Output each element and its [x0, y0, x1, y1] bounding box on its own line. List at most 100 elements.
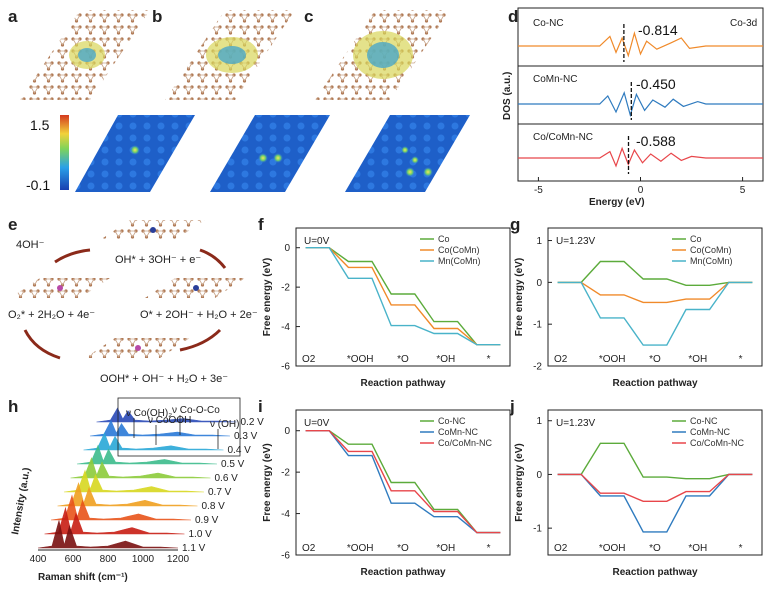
y-axis-label: Free energy (eV) [262, 258, 273, 336]
charge-density-core [218, 46, 246, 64]
dos-curve-co-nc [518, 30, 763, 58]
dos-curve-co-comn-nc [518, 146, 763, 168]
annotation-box [117, 397, 241, 457]
legend-label: Mn(CoMn) [438, 256, 481, 266]
series-line-co-comn- [557, 281, 753, 304]
dos-chart: Co-NC CoMn-NC Co/CoMn-NC -0.814 -0.450 -… [502, 7, 764, 208]
panel-label-g: g [510, 215, 520, 234]
category-label: O2 [302, 543, 316, 554]
y-tick-label: 0 [284, 426, 290, 437]
charge-spot [423, 167, 433, 177]
x-tick-label: 1000 [132, 554, 155, 565]
charge-spot [258, 153, 268, 163]
legend-label: Co-NC [438, 416, 466, 426]
x-tick-label: 400 [30, 554, 47, 565]
reaction-arrow-icon [199, 248, 227, 269]
y-tick-label: -4 [281, 509, 290, 520]
voltage-label: 0.2 V [241, 417, 265, 428]
panel-label-d: d [508, 7, 518, 26]
voltage-label: 0.3 V [234, 431, 258, 442]
x-tick-label: 5 [740, 185, 746, 196]
dos-title: Co-3d [730, 18, 757, 29]
category-label: * [487, 543, 491, 554]
y-tick-label: 1 [536, 416, 542, 427]
plot-frame [547, 227, 763, 367]
y-tick-label: -6 [281, 551, 290, 562]
series-line-mn-comn- [557, 281, 753, 346]
free-energy-chart-j: 1 0 -1 O2 *OOH *O *OH * U=1.23V Reaction pathway F… [514, 409, 763, 578]
legend-label: Co/CoMn-NC [438, 438, 493, 448]
raman-spectrum [50, 494, 192, 521]
legend-label: Co(CoMn) [438, 245, 480, 255]
dos-series-label-2: CoMn-NC [533, 74, 577, 85]
panel-label-i: i [258, 397, 263, 416]
series-line-comn-nc [305, 430, 501, 534]
panel-label-e: e [8, 215, 17, 234]
charge-density-core [367, 42, 399, 68]
dos-center-1: -0.814 [638, 22, 678, 38]
category-label: *O [649, 354, 661, 365]
x-tick-label: 800 [100, 554, 117, 565]
y-axis-label: Free energy (eV) [514, 258, 525, 336]
voltage-label: 0.6 V [215, 473, 239, 484]
plot-frame [295, 409, 511, 556]
panel-label-h: h [8, 397, 18, 416]
series-line-co-comn- [305, 247, 501, 346]
y-axis-label: Free energy (eV) [514, 443, 525, 521]
category-label: *OH [688, 543, 707, 554]
charge-spot [411, 156, 419, 164]
step-right: O* + 2OH⁻ + H₂O + 2e⁻ [140, 309, 258, 321]
x-tick-label: 600 [65, 554, 82, 565]
structure-a [20, 10, 150, 100]
legend-label: Co(CoMn) [690, 245, 732, 255]
reaction-arrow-icon [179, 328, 222, 352]
category-label: O2 [554, 354, 568, 365]
series-line-co-nc [557, 442, 753, 480]
free-energy-chart-i: 0 -2 -4 -6 O2 *OOH *O *OH * U=0V Reaction pathway F… [262, 409, 511, 578]
legend-label: CoMn-NC [438, 427, 479, 437]
category-label: O2 [554, 543, 568, 554]
panel-label-j: j [509, 397, 515, 416]
charge-spot [401, 146, 409, 154]
raman-spectrum [89, 419, 231, 437]
step-bottom: OOH* + OH⁻ + H₂O + 3e⁻ [100, 373, 228, 385]
legend-label: Co [690, 234, 702, 244]
raman-ylabel: Intensity (a.u.) [10, 467, 33, 536]
reaction-arrow-icon [54, 248, 91, 264]
step-left-top: 4OH⁻ [16, 239, 45, 251]
y-tick-label: 0 [284, 243, 290, 254]
series-line-co [305, 247, 501, 346]
y-tick-label: 0 [536, 278, 542, 289]
category-label: *O [397, 354, 409, 365]
reaction-arrow-icon [23, 329, 61, 360]
co-atom [150, 227, 156, 233]
charge-spot [405, 167, 415, 177]
category-label: *OOH [347, 354, 374, 365]
series-line-co-comn-nc [557, 473, 753, 502]
structure-b [165, 10, 295, 100]
reaction-cycle: OH* + 3OH⁻ + e⁻ 4OH⁻ O₂* + 2H₂O + 4e⁻ O*… [8, 220, 258, 385]
y-tick-label: -1 [533, 320, 542, 331]
legend-label: CoMn-NC [690, 427, 731, 437]
mn-atom [57, 285, 63, 291]
colorbar-max: 1.5 [30, 117, 50, 133]
structure-c [315, 10, 450, 100]
x-tick-label: 1200 [167, 554, 190, 565]
raman-spectrum [63, 469, 205, 493]
chart-title: U=1.23V [556, 236, 596, 247]
raman-spectrum [83, 432, 224, 451]
raman-chart: Raman shift (cm⁻¹) Intensity (a.u.) 0.2 … [10, 397, 265, 583]
voltage-label: 0.8 V [202, 501, 226, 512]
raman-xlabel: Raman shift (cm⁻¹) [38, 572, 128, 583]
y-tick-label: -2 [281, 468, 290, 479]
y-tick-label: -2 [281, 283, 290, 294]
panel-label-a: a [8, 7, 18, 26]
plot-frame [295, 227, 511, 367]
charge-density-core [78, 48, 96, 62]
x-tick-label: 0 [638, 185, 644, 196]
raman-spectrum [44, 506, 185, 535]
chart-title: U=1.23V [556, 418, 596, 429]
legend-label: Co [438, 234, 450, 244]
peak-annotation: ν Co(OH)₂ [126, 408, 172, 419]
